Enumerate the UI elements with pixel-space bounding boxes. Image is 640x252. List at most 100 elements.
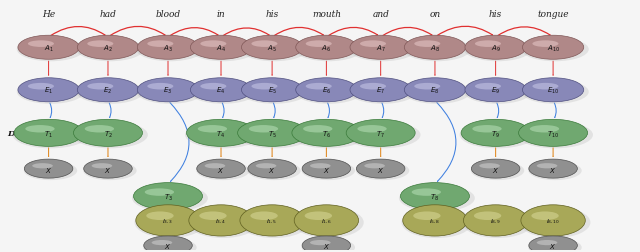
Text: $T_{7}$: $T_{7}$ [376,129,385,139]
Ellipse shape [475,41,501,48]
Text: $A_{2}$: $A_{2}$ [103,44,113,54]
Ellipse shape [241,78,303,102]
Ellipse shape [28,41,54,48]
Ellipse shape [92,164,112,169]
Text: $X$: $X$ [323,241,330,250]
Ellipse shape [403,80,470,104]
Ellipse shape [350,36,412,60]
Ellipse shape [465,78,526,102]
Ellipse shape [32,164,53,169]
Ellipse shape [522,38,589,62]
Text: $X$: $X$ [550,165,557,174]
Ellipse shape [474,212,501,220]
Ellipse shape [26,125,54,133]
Text: $E_{9}$: $E_{9}$ [491,86,500,96]
Ellipse shape [531,212,559,220]
Text: $I_{1,5}$: $I_{1,5}$ [266,217,278,225]
Ellipse shape [293,207,364,238]
Ellipse shape [302,160,351,178]
Ellipse shape [522,80,589,104]
Text: blood: blood [156,10,180,19]
Ellipse shape [144,236,192,252]
Text: $E_{7}$: $E_{7}$ [376,86,385,96]
Ellipse shape [360,84,386,90]
Text: $A_{10}$: $A_{10}$ [547,44,559,54]
Ellipse shape [24,160,73,178]
Ellipse shape [134,183,202,210]
Text: $A_{1}$: $A_{1}$ [44,44,54,54]
Ellipse shape [77,36,139,60]
Ellipse shape [360,41,386,48]
Ellipse shape [349,80,416,104]
Ellipse shape [306,84,332,90]
Ellipse shape [350,78,412,102]
Ellipse shape [462,207,533,238]
Ellipse shape [143,238,196,252]
Text: $A_{6}$: $A_{6}$ [321,44,332,54]
Text: $A_{5}$: $A_{5}$ [267,44,277,54]
Ellipse shape [87,84,113,90]
Text: $T_{9}$: $T_{9}$ [491,129,500,139]
Text: $E_{4}$: $E_{4}$ [216,86,226,96]
Ellipse shape [528,162,582,180]
Ellipse shape [537,164,557,169]
Ellipse shape [189,205,253,236]
Ellipse shape [18,78,79,102]
Ellipse shape [237,120,307,147]
Ellipse shape [471,160,520,178]
Text: $T_{2}$: $T_{2}$ [104,129,113,139]
Ellipse shape [200,41,227,48]
Ellipse shape [356,160,405,178]
Ellipse shape [537,240,557,245]
Text: had: had [100,10,116,19]
Ellipse shape [460,122,536,149]
Text: $A_{9}$: $A_{9}$ [491,44,500,54]
Ellipse shape [83,162,136,180]
Ellipse shape [249,125,278,133]
Ellipse shape [294,80,362,104]
Ellipse shape [529,236,577,252]
Text: $T_{4}$: $T_{4}$ [216,129,225,139]
Ellipse shape [403,205,467,236]
Ellipse shape [310,164,331,169]
Ellipse shape [401,183,469,210]
Ellipse shape [412,188,441,196]
Ellipse shape [346,120,415,147]
Ellipse shape [205,164,225,169]
Ellipse shape [87,41,113,48]
Ellipse shape [305,212,332,220]
Ellipse shape [532,84,559,90]
Text: $I_{1,6}$: $I_{1,6}$ [321,217,332,225]
Ellipse shape [17,38,84,62]
Ellipse shape [364,164,385,169]
Ellipse shape [292,120,361,147]
Text: $T_{8}$: $T_{8}$ [430,192,440,202]
Ellipse shape [200,84,227,90]
Ellipse shape [404,36,466,60]
Ellipse shape [24,162,77,180]
Text: $T_{3}$: $T_{3}$ [163,192,173,202]
Ellipse shape [528,238,582,252]
Ellipse shape [72,122,148,149]
Ellipse shape [413,212,440,220]
Ellipse shape [357,125,387,133]
Ellipse shape [475,84,501,90]
Ellipse shape [461,120,530,147]
Ellipse shape [517,122,593,149]
Ellipse shape [256,164,276,169]
Ellipse shape [349,38,416,62]
Ellipse shape [399,185,475,212]
Text: $X$: $X$ [550,241,557,250]
Ellipse shape [414,84,440,90]
Ellipse shape [240,80,308,104]
Ellipse shape [145,188,174,196]
Ellipse shape [294,205,358,236]
Ellipse shape [518,120,588,147]
Ellipse shape [136,205,200,236]
Text: $A_{8}$: $A_{8}$ [430,44,440,54]
Ellipse shape [147,41,173,48]
Text: $X$: $X$ [104,165,111,174]
Ellipse shape [464,80,531,104]
Ellipse shape [471,162,524,180]
Text: $E_{5}$: $E_{5}$ [268,86,276,96]
